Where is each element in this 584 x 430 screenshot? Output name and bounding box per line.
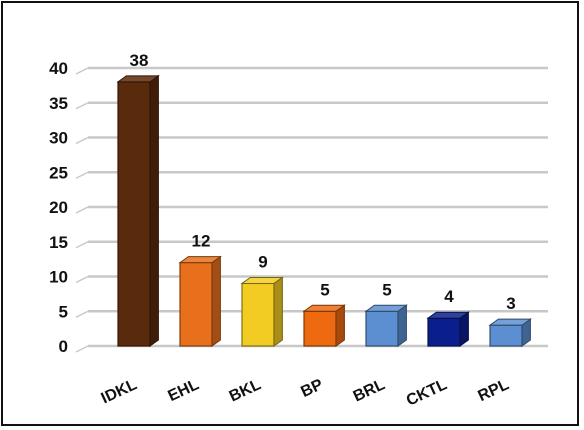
- bar-side: [335, 304, 345, 347]
- bar: [116, 74, 160, 347]
- category-label: CKTL: [404, 376, 450, 410]
- bar-top: [302, 304, 346, 312]
- data-label: 3: [506, 294, 515, 313]
- y-axis-ticks: 0 5 10 15 20 25 30 35 40: [49, 59, 68, 356]
- bar-side: [149, 74, 159, 347]
- bar-top: [364, 304, 408, 312]
- y-tick-label: 5: [59, 302, 68, 321]
- bar: [240, 276, 284, 347]
- gridline-depth: [75, 241, 89, 249]
- y-tick-label: 15: [49, 233, 68, 252]
- gridline-depth: [75, 275, 89, 284]
- bar-front: [489, 324, 523, 347]
- data-label: 5: [320, 280, 329, 299]
- gridline-depth: [75, 310, 89, 318]
- y-tick-label: 35: [49, 94, 68, 113]
- y-tick-label: 20: [49, 198, 68, 217]
- bar-front: [117, 81, 151, 347]
- data-label: 4: [444, 287, 454, 306]
- gridline-depth: [75, 136, 89, 145]
- bar: [488, 318, 532, 347]
- x-axis-categories: IDKL EHL BKL BP BRL CKTL RPL: [99, 376, 512, 410]
- bar-front: [303, 310, 337, 347]
- bar-side: [273, 276, 283, 347]
- gridline-depth: [75, 206, 89, 214]
- bars: [116, 74, 532, 347]
- bar-side: [211, 255, 221, 347]
- bar-front: [427, 317, 461, 347]
- bar-front: [179, 262, 213, 347]
- gridline-depth: [75, 102, 89, 110]
- bar: [302, 304, 346, 347]
- bar: [178, 255, 222, 347]
- data-label: 9: [258, 252, 267, 271]
- y-tick-label: 40: [49, 59, 68, 78]
- bar-top: [488, 318, 532, 326]
- bar-side: [397, 304, 407, 347]
- gridlines: [75, 66, 548, 353]
- data-label: 38: [130, 51, 149, 70]
- data-label: 5: [382, 280, 391, 299]
- bar-top: [116, 75, 160, 83]
- category-label: EHL: [166, 376, 202, 405]
- y-tick-label: 10: [49, 268, 68, 287]
- y-tick-label: 0: [59, 337, 68, 356]
- bar: [426, 311, 470, 347]
- chart-frame: [1, 1, 579, 426]
- y-tick-label: 25: [49, 163, 68, 182]
- data-labels: 38 12 9 5 5 4 3: [130, 51, 516, 313]
- bar-front: [241, 282, 275, 347]
- data-label: 12: [192, 232, 211, 251]
- bar-front: [365, 310, 399, 347]
- gridline-depth: [75, 345, 89, 353]
- bar-top: [240, 276, 284, 284]
- category-label: IDKL: [99, 376, 140, 407]
- y-tick-label: 30: [49, 129, 68, 148]
- bar: [364, 304, 408, 347]
- category-label: BP: [298, 376, 326, 401]
- bar-top: [178, 256, 222, 264]
- category-label: RPL: [476, 376, 512, 405]
- gridline-depth: [75, 171, 89, 179]
- category-label: BRL: [351, 376, 388, 405]
- category-label: BKL: [227, 376, 264, 405]
- bar-top: [426, 311, 470, 319]
- gridline-depth: [75, 67, 89, 75]
